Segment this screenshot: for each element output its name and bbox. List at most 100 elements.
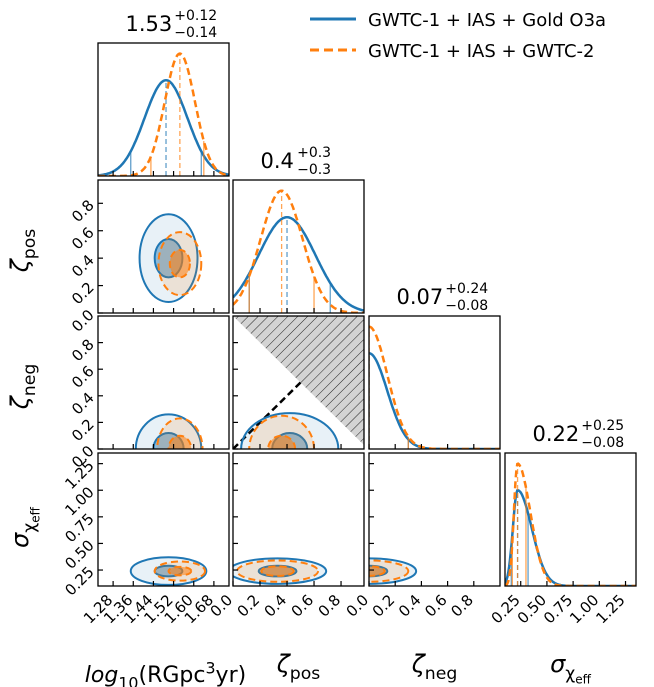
y-tick-label: 0.6 xyxy=(68,362,98,392)
panel-frame xyxy=(97,42,230,177)
legend: GWTC-1 + IAS + Gold O3a GWTC-1 + IAS + G… xyxy=(310,10,606,62)
excluded-region-hatch xyxy=(233,316,364,449)
contour-inner-zeta_pos_zeta_neg-series-2 xyxy=(267,434,297,449)
contour-outer-zeta_neg_sigma-series-1 xyxy=(369,557,418,585)
y-tick-label: 0.4 xyxy=(68,389,98,419)
y-axis-labels: ζpos ζneg σχeff xyxy=(6,229,43,548)
x-ticks-col-logR xyxy=(112,581,215,586)
x-tick-labels-zeta_pos: 0.00.20.40.60.8 xyxy=(207,591,345,621)
y-ticks-row-zeta_pos xyxy=(98,202,103,314)
legend-label-series-1: GWTC-1 + IAS + Gold O3a xyxy=(368,10,606,31)
x-tick-labels-logR: 1.281.361.441.521.601.68 xyxy=(80,591,217,627)
y-tick-label: 1.00 xyxy=(61,483,97,519)
x-tick-label: 0.0 xyxy=(343,591,373,621)
panel-title-lower-sigma_chi_eff: −0.08 xyxy=(581,435,624,451)
x-tick-label: 0.6 xyxy=(288,591,318,621)
y-tick-label: 0.2 xyxy=(68,415,98,445)
panel-title-lower-logR: −0.14 xyxy=(174,25,217,41)
y-tick-label: 0.2 xyxy=(68,279,98,309)
panel-2d-zeta_neg_sigma xyxy=(368,452,501,587)
axis-label-zeta_pos: ζpos xyxy=(276,650,321,684)
panel-2d-zeta_pos_sigma xyxy=(232,452,365,587)
panel-diag-zeta_pos: 0.4 +0.3−0.3 xyxy=(232,145,365,314)
panel-frame xyxy=(232,179,365,314)
x-tick-label: 0.8 xyxy=(447,591,477,621)
axis-label-sigma_chi_eff: σχeff xyxy=(550,650,592,687)
x-ticks-col-logR xyxy=(112,308,215,313)
contour-outer-logR_zeta_neg-series-2 xyxy=(156,417,204,449)
marginal-curve-logR-series-2 xyxy=(98,52,229,176)
x-tick-label: 0.2 xyxy=(369,591,399,621)
y-ticks-row-sigma_chi_eff xyxy=(369,463,374,571)
x-ticks-col-zeta_neg xyxy=(368,581,475,586)
panel-2d-logR_zeta_pos xyxy=(97,179,230,314)
y-tick-label: 0.75 xyxy=(61,510,97,546)
panel-title-sigma_chi_eff: 0.22 xyxy=(533,422,580,446)
x-tick-label: 0.6 xyxy=(421,591,451,621)
x-tick-labels-sigma_chi_eff: 0.250.500.751.001.25 xyxy=(488,591,629,627)
panel-title-zeta_pos: 0.4 xyxy=(261,149,294,173)
panel-frame xyxy=(97,179,230,314)
y-ticks-row-sigma_chi_eff xyxy=(233,463,238,571)
legend-label-series-2: GWTC-1 + IAS + GWTC-2 xyxy=(368,41,595,62)
x-tick-label: 0.0 xyxy=(207,591,237,621)
x-axis-labels: log10(RGpc3yr) ζpos ζneg σχeff xyxy=(85,650,592,687)
x-ticks-col-logR xyxy=(112,444,215,449)
contour-outer-zeta_pos_zeta_neg-series-2 xyxy=(248,414,316,449)
contour-inner-logR_sigma-series-2 xyxy=(167,565,193,577)
panel-title-zeta_neg: 0.07 xyxy=(397,285,444,309)
contour-outer-logR_zeta_pos-series-1 xyxy=(138,213,199,304)
panel-title-lower-zeta_neg: −0.08 xyxy=(445,298,488,314)
axis-label-zeta_neg: ζneg xyxy=(411,650,458,684)
x-tick-label: 1.25 xyxy=(592,591,628,627)
marginal-curve-sigma_chi_eff-series-2 xyxy=(505,462,636,586)
y-tick-labels-sigma_chi_eff: 0.250.500.751.001.25 xyxy=(61,457,97,600)
axis-label-sigma_chi_eff: σχeff xyxy=(6,506,43,548)
y-tick-label: 0.50 xyxy=(61,536,97,572)
panel-frame xyxy=(232,315,365,450)
panel-title-logR: 1.53 xyxy=(126,12,173,36)
x-tick-label: 0.4 xyxy=(395,591,425,621)
y-tick-labels-zeta_pos: 0.00.20.40.60.8 xyxy=(68,196,98,335)
axis-label-zeta_neg: ζneg xyxy=(6,364,40,411)
panel-title-lower-zeta_pos: −0.3 xyxy=(297,162,331,178)
y-tick-label: 0.25 xyxy=(61,563,97,599)
x-tick-label: 0.2 xyxy=(234,591,264,621)
panel-frame xyxy=(368,315,501,450)
x-ticks-col-logR xyxy=(112,171,215,176)
y-tick-label: 0.8 xyxy=(68,336,98,366)
marginal-curve-zeta_neg-series-2 xyxy=(369,325,500,449)
contour-inner-zeta_pos_sigma-series-2 xyxy=(260,565,295,577)
panel-frame xyxy=(97,452,230,587)
panel-frame xyxy=(97,315,230,450)
y-tick-label: 0.8 xyxy=(68,196,98,226)
panel-2d-logR_zeta_neg xyxy=(97,315,230,450)
y-tick-labels-zeta_neg: 0.00.20.40.60.8 xyxy=(68,336,98,472)
y-tick-label: 0.4 xyxy=(68,251,98,281)
panel-title-upper-logR: +0.12 xyxy=(174,8,217,24)
y-ticks-row-zeta_neg xyxy=(233,342,238,450)
x-ticks-col-sigma_chi_eff xyxy=(520,581,627,586)
marginal-curve-sigma_chi_eff-series-1 xyxy=(505,489,636,586)
y-tick-label: 0.6 xyxy=(68,224,98,254)
panel-diag-sigma_chi_eff: 0.22 +0.25−0.08 xyxy=(504,418,637,587)
axis-label-zeta_pos: ζpos xyxy=(6,229,40,274)
panel-frame xyxy=(504,452,637,587)
y-tick-label: 1.25 xyxy=(61,457,97,493)
x-tick-labels-zeta_neg: 0.00.20.40.60.8 xyxy=(343,591,477,621)
y-tick-label: 0.0 xyxy=(68,306,98,336)
panel-2d-zeta_pos_zeta_neg xyxy=(232,315,365,450)
panel-diag-logR: 1.53 +0.12−0.14 xyxy=(97,8,230,177)
marginal-curve-zeta_pos-series-2 xyxy=(233,189,364,313)
contour-inner-logR_zeta_pos-series-2 xyxy=(168,248,191,279)
y-ticks-row-sigma_chi_eff xyxy=(98,463,103,571)
panel-title-upper-zeta_neg: +0.24 xyxy=(445,281,488,297)
x-tick-label: 0.8 xyxy=(315,591,345,621)
panel-title-upper-zeta_pos: +0.3 xyxy=(297,145,331,161)
panel-2d-logR_sigma xyxy=(97,452,230,587)
panel-diag-zeta_neg: 0.07 +0.24−0.08 xyxy=(368,281,501,450)
y-ticks-row-zeta_neg xyxy=(98,342,103,450)
panel-frame xyxy=(368,452,501,587)
x-ticks-col-zeta_neg xyxy=(368,444,475,449)
